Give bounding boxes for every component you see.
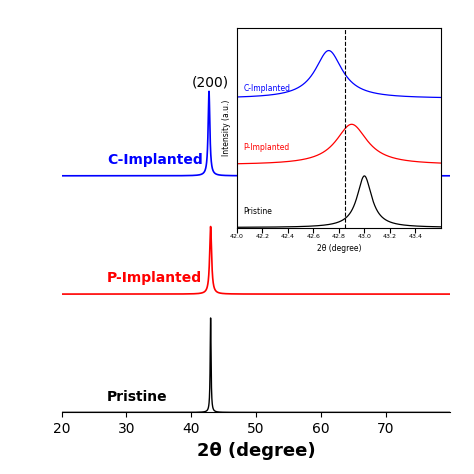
Text: Pristine: Pristine [107, 390, 168, 403]
X-axis label: 2θ (degree): 2θ (degree) [197, 442, 315, 460]
Text: C-Implanted: C-Implanted [107, 153, 203, 167]
Text: (200): (200) [192, 75, 229, 89]
Text: P-Implanted: P-Implanted [107, 271, 202, 285]
Text: Pristine: Pristine [243, 207, 272, 216]
Text: C-Implanted: C-Implanted [243, 84, 291, 93]
Text: P-Implanted: P-Implanted [243, 143, 290, 152]
Y-axis label: Intensity (a.u.): Intensity (a.u.) [222, 100, 231, 156]
X-axis label: 2θ (degree): 2θ (degree) [317, 244, 361, 253]
